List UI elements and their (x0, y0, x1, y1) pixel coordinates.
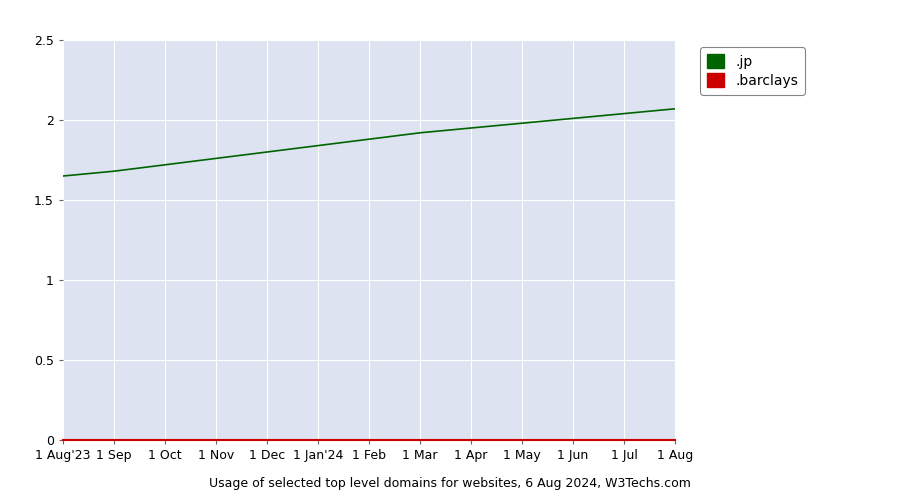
.barclays (211, 437, 221, 443)
.barclays (364, 437, 374, 443)
.barclays (109, 437, 120, 443)
.barclays (618, 437, 629, 443)
.barclays (159, 437, 170, 443)
.jp (670, 106, 680, 112)
Legend: .jp, .barclays: .jp, .barclays (700, 47, 805, 94)
.jp (262, 149, 273, 155)
.jp (465, 125, 476, 131)
.jp (415, 130, 426, 136)
Line: .jp: .jp (63, 109, 675, 176)
.jp (159, 162, 170, 168)
.jp (312, 142, 323, 148)
.barclays (262, 437, 273, 443)
Text: Usage of selected top level domains for websites, 6 Aug 2024, W3Techs.com: Usage of selected top level domains for … (209, 477, 691, 490)
.jp (211, 156, 221, 162)
.jp (58, 173, 68, 179)
.jp (568, 116, 579, 121)
.jp (618, 110, 629, 116)
.jp (517, 120, 527, 126)
.barclays (568, 437, 579, 443)
.barclays (517, 437, 527, 443)
.barclays (312, 437, 323, 443)
.barclays (465, 437, 476, 443)
.jp (364, 136, 374, 142)
.jp (109, 168, 120, 174)
.barclays (415, 437, 426, 443)
.barclays (58, 437, 68, 443)
.barclays (670, 437, 680, 443)
